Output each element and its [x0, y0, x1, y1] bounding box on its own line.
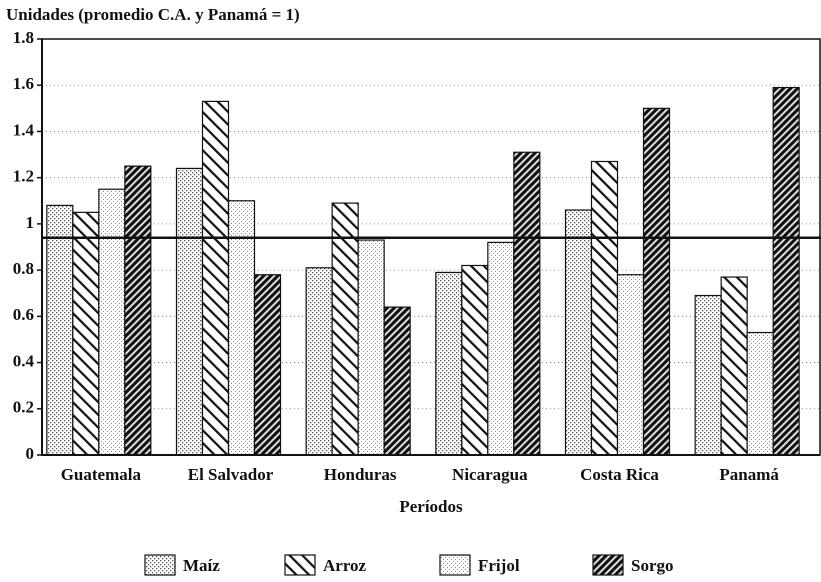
legend-label: Arroz [323, 556, 367, 575]
bar [175, 167, 204, 456]
y-tick-label: 0.6 [13, 305, 34, 324]
bar [383, 306, 411, 456]
bar [357, 239, 385, 456]
bar [642, 107, 671, 456]
legend-swatch [284, 554, 316, 576]
y-tick-label: 1.4 [13, 120, 35, 139]
legend-label: Frijol [478, 556, 520, 575]
bar [98, 188, 126, 456]
y-tick-label: 1 [26, 213, 35, 232]
bar [487, 241, 515, 456]
bar [72, 211, 100, 456]
y-tick-label: 0.8 [13, 259, 34, 278]
bar [435, 271, 463, 456]
y-tick-label: 1.2 [13, 167, 34, 186]
bar [694, 294, 722, 456]
bar [461, 264, 489, 456]
bar [124, 165, 152, 456]
bar [590, 160, 619, 456]
bar [564, 209, 593, 456]
x-tick-label: Nicaragua [452, 465, 528, 484]
legend-label: Sorgo [631, 556, 674, 575]
legend-label: Maíz [183, 556, 220, 575]
legend-swatch [144, 554, 176, 576]
bar [331, 202, 359, 456]
y-tick-label: 0.4 [13, 351, 35, 370]
legend-swatch [592, 554, 624, 576]
x-tick-label: El Salvador [188, 465, 274, 484]
x-tick-label: Honduras [324, 465, 397, 484]
y-tick-label: 0 [26, 444, 35, 463]
y-tick-label: 0.2 [13, 398, 34, 417]
y-tick-label: 1.6 [13, 74, 34, 93]
bar [746, 331, 774, 456]
x-tick-label: Costa Rica [580, 465, 659, 484]
x-axis-label: Períodos [399, 497, 463, 516]
bar [772, 86, 800, 456]
bar [305, 267, 333, 456]
x-tick-label: Guatemala [61, 465, 142, 484]
bar [720, 276, 748, 456]
bar [46, 204, 74, 456]
legend-swatch [439, 554, 471, 576]
y-tick-label: 1.8 [13, 28, 34, 47]
chart-title: Unidades (promedio C.A. y Panamá = 1) [6, 5, 300, 24]
x-tick-label: Panamá [719, 465, 779, 484]
bar [253, 274, 282, 456]
bar [513, 151, 541, 456]
bar [616, 274, 645, 456]
bar [201, 100, 230, 456]
